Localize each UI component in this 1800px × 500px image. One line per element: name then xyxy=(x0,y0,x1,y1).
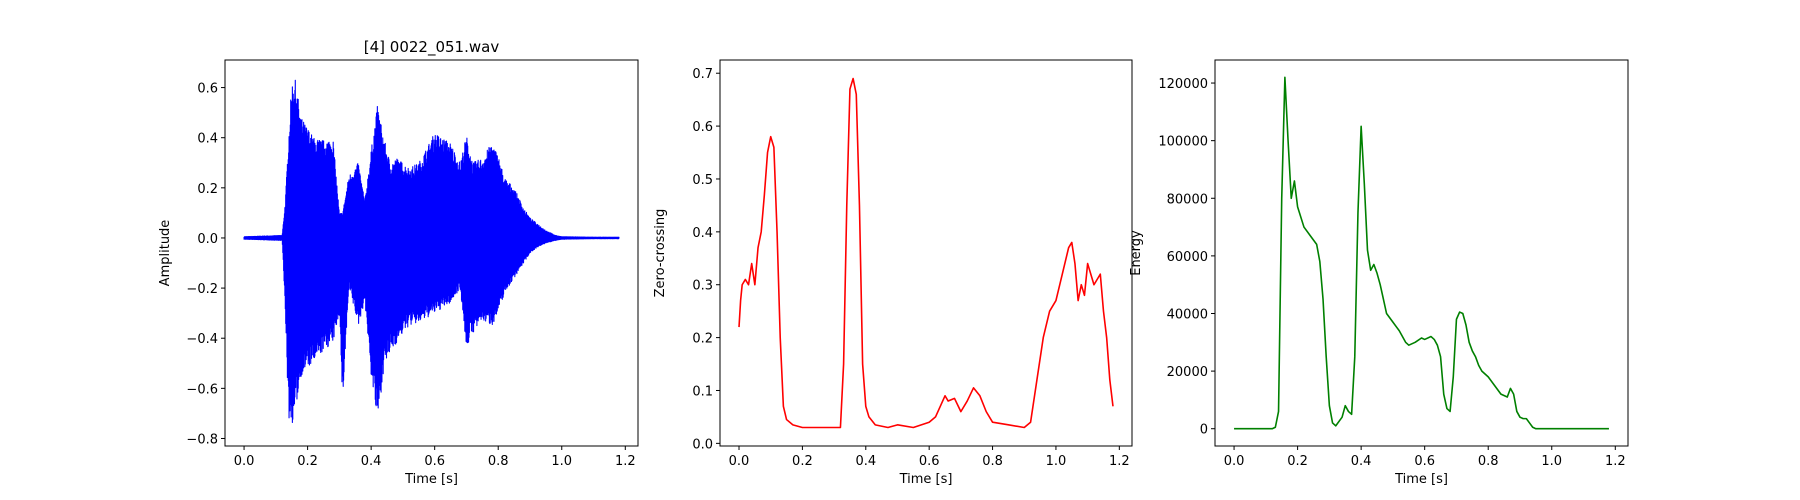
y-tick-label: 120000 xyxy=(1158,77,1208,92)
x-tick-label: 1.2 xyxy=(1109,454,1130,469)
x-tick-label: 0.8 xyxy=(982,454,1003,469)
x-tick-label: 0.2 xyxy=(297,454,318,469)
y-tick-label: 0.6 xyxy=(692,120,713,135)
plot-frame xyxy=(719,59,1133,447)
y-tick-label: −0.2 xyxy=(186,282,218,297)
y-tick-label: 0.2 xyxy=(692,332,713,347)
y-tick-label: −0.4 xyxy=(186,332,218,347)
plot-frame xyxy=(224,59,639,447)
x-tick-label: 0.6 xyxy=(1414,454,1435,469)
y-tick-label: 0.0 xyxy=(692,437,713,452)
series-line-3-1 xyxy=(1234,76,1609,430)
y-tick-label: 0.6 xyxy=(197,82,218,97)
x-tick-label: 0.0 xyxy=(1224,454,1245,469)
x-tick-label: 0.6 xyxy=(919,454,940,469)
y-axis-label: Amplitude xyxy=(158,220,173,287)
y-tick-label: 60000 xyxy=(1167,250,1208,265)
x-tick-label: 0.4 xyxy=(855,454,876,469)
x-axis-label: Time [s] xyxy=(1394,472,1448,487)
x-tick-label: 0.2 xyxy=(792,454,813,469)
y-tick-label: 0.0 xyxy=(197,232,218,247)
y-tick-label: 0.4 xyxy=(197,132,218,147)
x-tick-label: 0.8 xyxy=(1478,454,1499,469)
y-tick-label: 20000 xyxy=(1167,365,1208,380)
series-line-1-1 xyxy=(243,79,620,424)
x-tick-label: 1.0 xyxy=(551,454,572,469)
x-tick-label: 0.6 xyxy=(424,454,445,469)
x-tick-label: 1.2 xyxy=(615,454,636,469)
y-tick-label: 0.1 xyxy=(692,384,713,399)
chart-panel-3: 0.0 0.2 0.4 0.6 0.8 1.0 1.2 0 20000 40000 60000 800… xyxy=(1129,59,1629,487)
x-axis-label: Time [s] xyxy=(404,472,458,487)
x-tick-label: 1.0 xyxy=(1541,454,1562,469)
y-tick-label: 40000 xyxy=(1167,307,1208,322)
y-tick-label: 0.3 xyxy=(692,279,713,294)
x-tick-label: 1.0 xyxy=(1046,454,1067,469)
x-tick-label: 0.0 xyxy=(729,454,750,469)
y-tick-label: −0.6 xyxy=(186,382,218,397)
y-tick-label: 0.2 xyxy=(197,182,218,197)
series-line-2-1 xyxy=(738,77,1114,429)
y-tick-label: 0.7 xyxy=(692,67,713,82)
x-tick-label: 0.2 xyxy=(1287,454,1308,469)
x-tick-label: 0.0 xyxy=(234,454,255,469)
chart-panel-1: 0.0 0.2 0.4 0.6 0.8 1.0 1.2 −0.8 −0.6 −0.4 −0.2 0.0… xyxy=(158,38,639,487)
x-tick-label: 0.4 xyxy=(361,454,382,469)
chart-title: [4] 0022_051.wav xyxy=(364,38,500,57)
y-tick-label: 100000 xyxy=(1158,135,1208,150)
y-axis-label: Zero-crossing xyxy=(653,209,668,298)
y-tick-label: 0.5 xyxy=(692,173,713,188)
y-axis-label: Energy xyxy=(1129,230,1144,276)
y-tick-label: −0.8 xyxy=(186,432,218,447)
plot-frame xyxy=(1214,59,1629,447)
y-tick-label: 0 xyxy=(1200,423,1208,438)
x-tick-label: 0.8 xyxy=(488,454,509,469)
x-tick-label: 0.4 xyxy=(1351,454,1372,469)
x-axis-label: Time [s] xyxy=(899,472,953,487)
x-tick-label: 1.2 xyxy=(1605,454,1626,469)
chart-panel-2: 0.0 0.2 0.4 0.6 0.8 1.0 1.2 0.0 0.1 0.2 0.3 0.4 0.5 0… xyxy=(653,59,1133,487)
y-tick-label: 80000 xyxy=(1167,192,1208,207)
y-tick-label: 0.4 xyxy=(692,226,713,241)
